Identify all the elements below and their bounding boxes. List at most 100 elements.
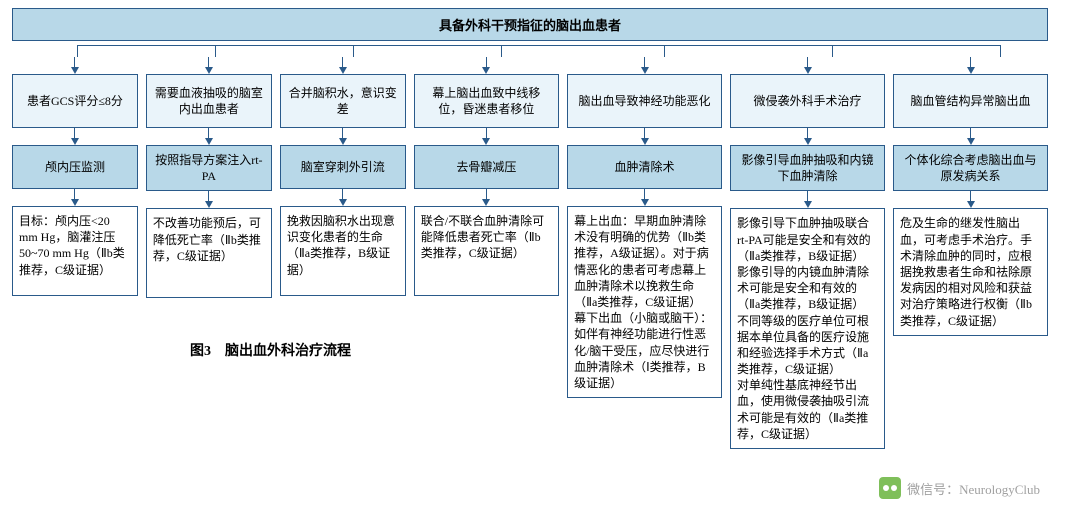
arrow-down-icon xyxy=(641,138,649,145)
node-label: 联合/不联合血肿清除可能降低患者死亡率（Ⅱb类推荐，C级证据） xyxy=(421,214,544,260)
vline xyxy=(501,45,502,57)
vline xyxy=(664,45,665,57)
vline xyxy=(208,57,209,67)
arrow-down-icon xyxy=(205,138,213,145)
node-label: 不改善功能预后，可降低死亡率（Ⅱb类推荐，C级证据） xyxy=(153,216,261,262)
vline xyxy=(342,128,343,138)
vline xyxy=(1000,45,1001,57)
vline xyxy=(342,57,343,67)
column: 需要血液抽吸的脑室内出血患者按照指导方案注入rt-PA 不改善功能预后，可降低死亡… xyxy=(146,57,272,449)
vline xyxy=(807,191,808,201)
arrow-down-icon xyxy=(967,67,975,74)
arrow-down-icon xyxy=(641,67,649,74)
action-node: 影像引导血肿抽吸和内镜下血肿清除 xyxy=(730,145,885,191)
arrow-down-icon xyxy=(482,199,490,206)
action-node: 去骨瓣减压 xyxy=(414,145,559,189)
arrow-down-icon xyxy=(339,67,347,74)
node-label: 微侵袭外科手术治疗 xyxy=(754,93,862,109)
condition-node: 合并脑积水，意识变差 xyxy=(280,74,406,128)
vline xyxy=(74,128,75,138)
condition-node: 脑血管结构异常脑出血 xyxy=(893,74,1048,128)
action-node: 颅内压监测 xyxy=(12,145,138,189)
arrow-down-icon xyxy=(339,138,347,145)
arrow-down-icon xyxy=(804,138,812,145)
node-label: 个体化综合考虑脑出血与原发病关系 xyxy=(900,152,1041,184)
vline xyxy=(807,57,808,67)
node-label: 危及生命的继发性脑出血，可考虑手术治疗。手术清除血肿的同时，应根据挽救患者生命和… xyxy=(900,216,1032,327)
node-label: 幕上脑出血致中线移位，昏迷患者移位 xyxy=(421,85,552,117)
column: 合并脑积水，意识变差脑室穿刺外引流挽救因脑积水出现意识变化患者的生命（Ⅱa类推荐… xyxy=(280,57,406,449)
flowchart-root: 具备外科干预指征的脑出血患者 患者GCS评分≤8分颅内压监测目标：颅内压<20 … xyxy=(0,0,1060,457)
vline xyxy=(353,45,354,57)
node-label: 目标：颅内压<20 mm Hg，脑灌注压50~70 mm Hg（Ⅱb类推荐，C级… xyxy=(19,214,125,277)
wechat-icon xyxy=(879,477,901,499)
vline xyxy=(486,128,487,138)
arrow-down-icon xyxy=(804,201,812,208)
node-label: 患者GCS评分≤8分 xyxy=(27,93,123,109)
column: 微侵袭外科手术治疗影像引导血肿抽吸和内镜下血肿清除影像引导下血肿抽吸联合rt-P… xyxy=(730,57,885,449)
column: 脑血管结构异常脑出血个体化综合考虑脑出血与原发病关系危及生命的继发性脑出血，可考… xyxy=(893,57,1048,449)
arrow-down-icon xyxy=(71,138,79,145)
outcome-node: 不改善功能预后，可降低死亡率（Ⅱb类推荐，C级证据） xyxy=(146,208,272,298)
vline xyxy=(970,128,971,138)
node-label: 脑室穿刺外引流 xyxy=(301,159,385,175)
vline xyxy=(208,191,209,201)
outcome-node: 幕上出血：早期血肿清除术没有明确的优势（Ⅱb类推荐，A级证据）。对于病情恶化的患… xyxy=(567,206,722,398)
vline xyxy=(486,57,487,67)
outcome-node: 联合/不联合血肿清除可能降低患者死亡率（Ⅱb类推荐，C级证据） xyxy=(414,206,559,296)
arrow-down-icon xyxy=(804,67,812,74)
figure-caption: 图3 脑出血外科治疗流程 xyxy=(190,340,351,360)
vline xyxy=(644,57,645,67)
arrow-down-icon xyxy=(205,67,213,74)
arrow-down-icon xyxy=(641,199,649,206)
node-label: 颅内压监测 xyxy=(45,159,105,175)
columns: 患者GCS评分≤8分颅内压监测目标：颅内压<20 mm Hg，脑灌注压50~70… xyxy=(12,57,1048,449)
column: 幕上脑出血致中线移位，昏迷患者移位去骨瓣减压联合/不联合血肿清除可能降低患者死亡… xyxy=(414,57,559,449)
node-label: 血肿清除术 xyxy=(615,159,675,175)
vline xyxy=(970,57,971,67)
vline xyxy=(970,191,971,201)
node-label: 合并脑积水，意识变差 xyxy=(287,85,399,117)
column: 脑出血导致神经功能恶化血肿清除术幕上出血：早期血肿清除术没有明确的优势（Ⅱb类推… xyxy=(567,57,722,449)
watermark-text: 微信号：NeurologyClub xyxy=(907,479,1040,498)
arrow-down-icon xyxy=(71,199,79,206)
action-node: 按照指导方案注入rt-PA xyxy=(146,145,272,191)
arrow-down-icon xyxy=(482,67,490,74)
vline xyxy=(832,45,833,57)
arrow-down-icon xyxy=(205,201,213,208)
outcome-node: 危及生命的继发性脑出血，可考虑手术治疗。手术清除血肿的同时，应根据挽救患者生命和… xyxy=(893,208,1048,335)
condition-node: 患者GCS评分≤8分 xyxy=(12,74,138,128)
action-node: 个体化综合考虑脑出血与原发病关系 xyxy=(893,145,1048,191)
outcome-node: 目标：颅内压<20 mm Hg，脑灌注压50~70 mm Hg（Ⅱb类推荐，C级… xyxy=(12,206,138,296)
vline xyxy=(208,128,209,138)
vline xyxy=(486,189,487,199)
vline xyxy=(644,189,645,199)
watermark: 微信号：NeurologyClub xyxy=(879,477,1040,499)
root-label: 具备外科干预指征的脑出血患者 xyxy=(439,18,621,33)
node-label: 需要血液抽吸的脑室内出血患者 xyxy=(153,85,265,117)
condition-node: 幕上脑出血致中线移位，昏迷患者移位 xyxy=(414,74,559,128)
node-label: 挽救因脑积水出现意识变化患者的生命（Ⅱa类推荐，B级证据） xyxy=(287,214,395,277)
vline xyxy=(644,128,645,138)
condition-node: 需要血液抽吸的脑室内出血患者 xyxy=(146,74,272,128)
arrow-down-icon xyxy=(482,138,490,145)
vline xyxy=(807,128,808,138)
arrow-down-icon xyxy=(967,138,975,145)
node-label: 幕上出血：早期血肿清除术没有明确的优势（Ⅱb类推荐，A级证据）。对于病情恶化的患… xyxy=(574,214,712,390)
node-label: 去骨瓣减压 xyxy=(456,159,516,175)
root-node: 具备外科干预指征的脑出血患者 xyxy=(12,8,1048,41)
action-node: 脑室穿刺外引流 xyxy=(280,145,406,189)
vline xyxy=(215,45,216,57)
node-label: 影像引导下血肿抽吸联合rt-PA可能是安全和有效的（Ⅱa类推荐，B级证据） 影像… xyxy=(737,216,871,440)
outcome-node: 挽救因脑积水出现意识变化患者的生命（Ⅱa类推荐，B级证据） xyxy=(280,206,406,296)
vline xyxy=(74,189,75,199)
node-label: 脑血管结构异常脑出血 xyxy=(911,93,1031,109)
condition-node: 微侵袭外科手术治疗 xyxy=(730,74,885,128)
action-node: 血肿清除术 xyxy=(567,145,722,189)
outcome-node: 影像引导下血肿抽吸联合rt-PA可能是安全和有效的（Ⅱa类推荐，B级证据） 影像… xyxy=(730,208,885,449)
column: 患者GCS评分≤8分颅内压监测目标：颅内压<20 mm Hg，脑灌注压50~70… xyxy=(12,57,138,449)
arrow-down-icon xyxy=(967,201,975,208)
vline xyxy=(342,189,343,199)
condition-node: 脑出血导致神经功能恶化 xyxy=(567,74,722,128)
arrow-down-icon xyxy=(71,67,79,74)
